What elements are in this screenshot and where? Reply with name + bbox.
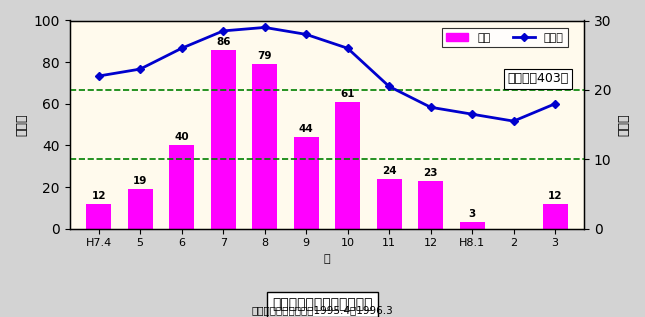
- Text: 23: 23: [423, 168, 438, 178]
- Text: 44: 44: [299, 124, 313, 134]
- Text: 19: 19: [133, 176, 147, 186]
- Bar: [86, 204, 111, 229]
- Bar: [460, 223, 484, 229]
- Text: 61: 61: [341, 88, 355, 99]
- Text: 12: 12: [92, 191, 106, 201]
- Bar: [542, 204, 568, 229]
- Bar: [252, 64, 277, 229]
- Bar: [211, 50, 235, 229]
- Bar: [418, 181, 443, 229]
- Text: 12: 12: [548, 191, 562, 201]
- Text: 79: 79: [257, 51, 272, 61]
- Y-axis label: 気　温: 気 温: [617, 113, 630, 136]
- Text: 3: 3: [468, 209, 476, 219]
- Bar: [128, 189, 153, 229]
- Text: 40: 40: [174, 132, 189, 142]
- Legend: ハチ, 気　温: ハチ, 気 温: [442, 28, 568, 47]
- Text: 86: 86: [216, 36, 230, 47]
- Y-axis label: 件　数: 件 数: [15, 113, 28, 136]
- Text: 総件数　403件: 総件数 403件: [508, 72, 569, 85]
- Bar: [377, 179, 402, 229]
- Bar: [293, 137, 319, 229]
- Text: 図１．ハチの月別発生状況: 図１．ハチの月別発生状況: [272, 297, 373, 311]
- Text: 沖縄県　平成７年度，1995.4－1996.3: 沖縄県 平成７年度，1995.4－1996.3: [252, 305, 393, 315]
- Text: 24: 24: [382, 165, 397, 176]
- Bar: [169, 146, 194, 229]
- X-axis label: 月: 月: [324, 254, 330, 264]
- Bar: [335, 102, 360, 229]
